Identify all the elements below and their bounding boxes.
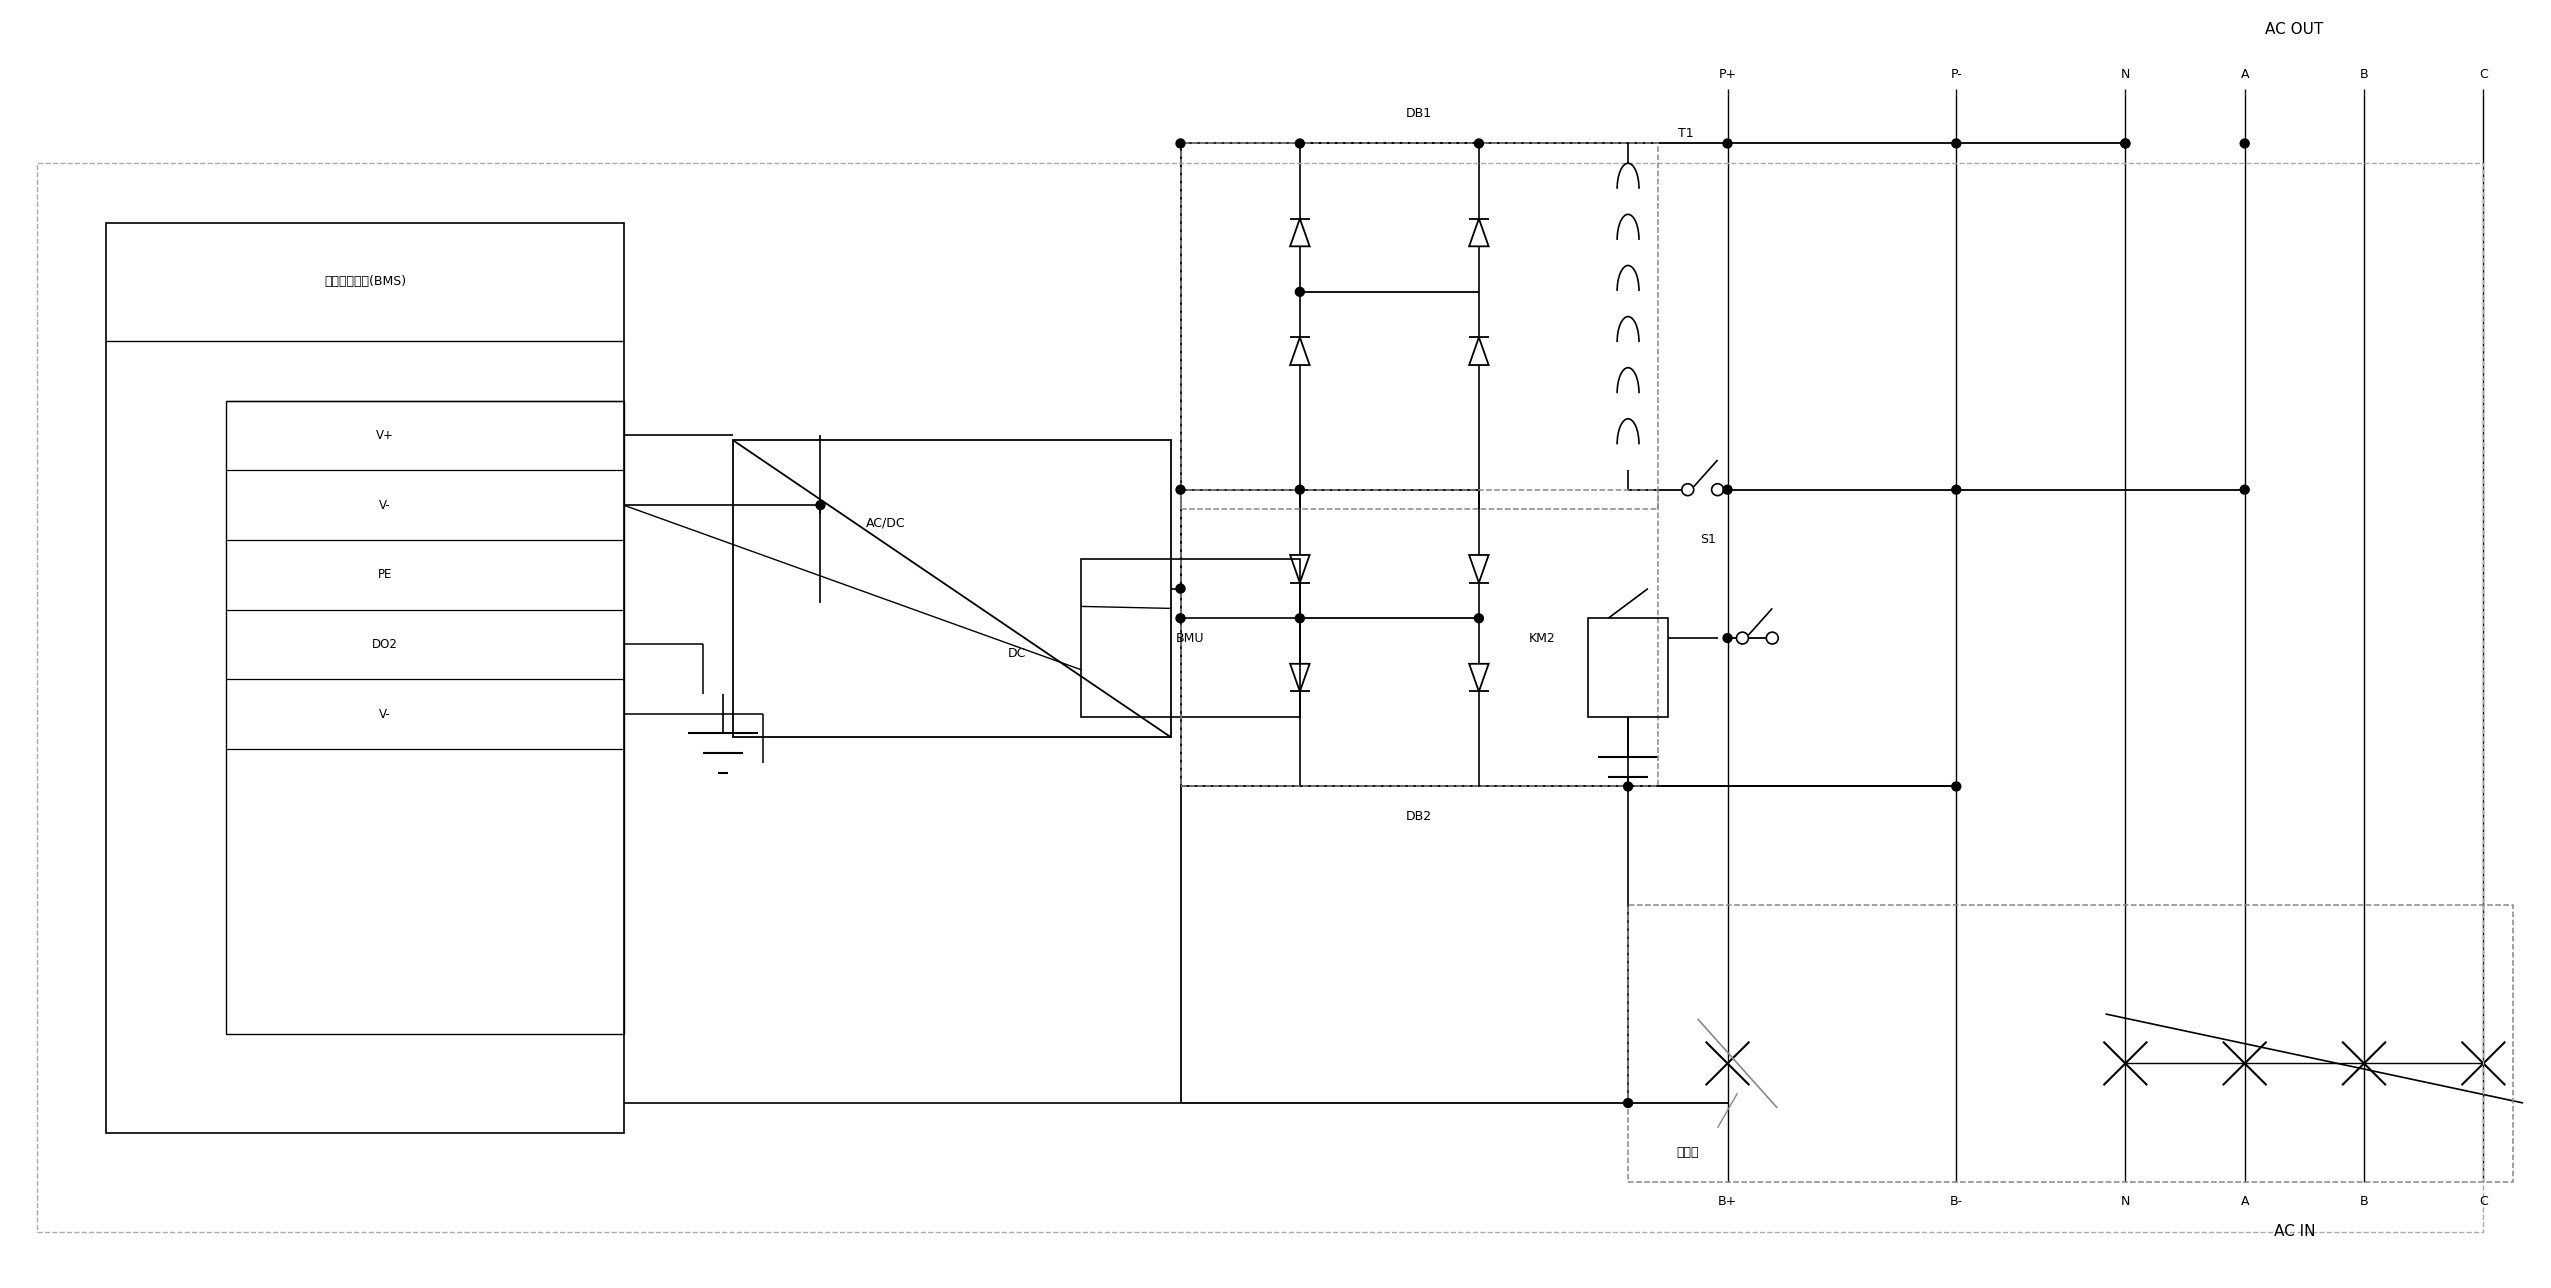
Bar bbox=[107, 223, 622, 1132]
Text: KM2: KM2 bbox=[1528, 631, 1556, 644]
Circle shape bbox=[2120, 139, 2130, 148]
Circle shape bbox=[2240, 139, 2250, 148]
Text: N: N bbox=[2120, 68, 2130, 81]
Text: A: A bbox=[2240, 1195, 2250, 1208]
Circle shape bbox=[1622, 782, 1633, 791]
Circle shape bbox=[1474, 614, 1482, 622]
Text: B-: B- bbox=[1949, 1195, 1962, 1208]
Bar bbox=[1589, 618, 1668, 717]
Text: B: B bbox=[2360, 1195, 2367, 1208]
Text: C: C bbox=[2480, 1195, 2487, 1208]
Text: AC/DC: AC/DC bbox=[867, 516, 906, 529]
Text: C: C bbox=[2480, 68, 2487, 81]
Text: N: N bbox=[2120, 1195, 2130, 1208]
Circle shape bbox=[1474, 139, 1482, 148]
Text: BMU: BMU bbox=[1176, 631, 1204, 644]
Circle shape bbox=[1296, 287, 1304, 296]
Circle shape bbox=[1952, 486, 1962, 495]
Bar bbox=[1181, 143, 1658, 510]
Circle shape bbox=[2240, 486, 2250, 495]
Circle shape bbox=[1952, 139, 1962, 148]
Text: V-: V- bbox=[380, 707, 390, 720]
Text: T1: T1 bbox=[1679, 128, 1694, 140]
Text: B+: B+ bbox=[1717, 1195, 1737, 1208]
Circle shape bbox=[1176, 486, 1186, 495]
Circle shape bbox=[1176, 585, 1186, 592]
Circle shape bbox=[1952, 782, 1962, 791]
Bar bbox=[1628, 905, 2513, 1182]
Bar bbox=[224, 401, 622, 1034]
Circle shape bbox=[1176, 614, 1186, 622]
Text: DB1: DB1 bbox=[1406, 107, 1431, 120]
Text: 断路器: 断路器 bbox=[1676, 1146, 1699, 1159]
Bar bbox=[1181, 489, 1658, 787]
Circle shape bbox=[1296, 614, 1304, 622]
Text: V+: V+ bbox=[375, 429, 393, 442]
Circle shape bbox=[1722, 139, 1732, 148]
Circle shape bbox=[1765, 632, 1778, 644]
Circle shape bbox=[1681, 484, 1694, 496]
Circle shape bbox=[1622, 1099, 1633, 1108]
Text: V-: V- bbox=[380, 498, 390, 511]
Circle shape bbox=[1737, 632, 1747, 644]
Circle shape bbox=[1722, 634, 1732, 643]
Circle shape bbox=[1722, 486, 1732, 495]
Text: B: B bbox=[2360, 68, 2367, 81]
Bar bbox=[732, 440, 1171, 737]
Text: AC IN: AC IN bbox=[2273, 1224, 2316, 1239]
Circle shape bbox=[2120, 139, 2130, 148]
Circle shape bbox=[1296, 139, 1304, 148]
Text: AC OUT: AC OUT bbox=[2265, 22, 2324, 37]
Text: DO2: DO2 bbox=[372, 638, 398, 650]
Bar bbox=[36, 164, 2482, 1231]
Circle shape bbox=[1296, 486, 1304, 495]
Text: DB2: DB2 bbox=[1406, 810, 1431, 823]
Circle shape bbox=[1176, 139, 1186, 148]
Text: 电池管理系统(BMS): 电池管理系统(BMS) bbox=[324, 276, 406, 289]
Text: P+: P+ bbox=[1719, 68, 1737, 81]
Bar bbox=[1082, 559, 1301, 717]
Text: S1: S1 bbox=[1699, 533, 1717, 546]
Circle shape bbox=[816, 501, 824, 510]
Text: P-: P- bbox=[1952, 68, 1962, 81]
Text: DC: DC bbox=[1008, 648, 1026, 661]
Text: PE: PE bbox=[378, 568, 393, 581]
Circle shape bbox=[1712, 484, 1724, 496]
Text: A: A bbox=[2240, 68, 2250, 81]
